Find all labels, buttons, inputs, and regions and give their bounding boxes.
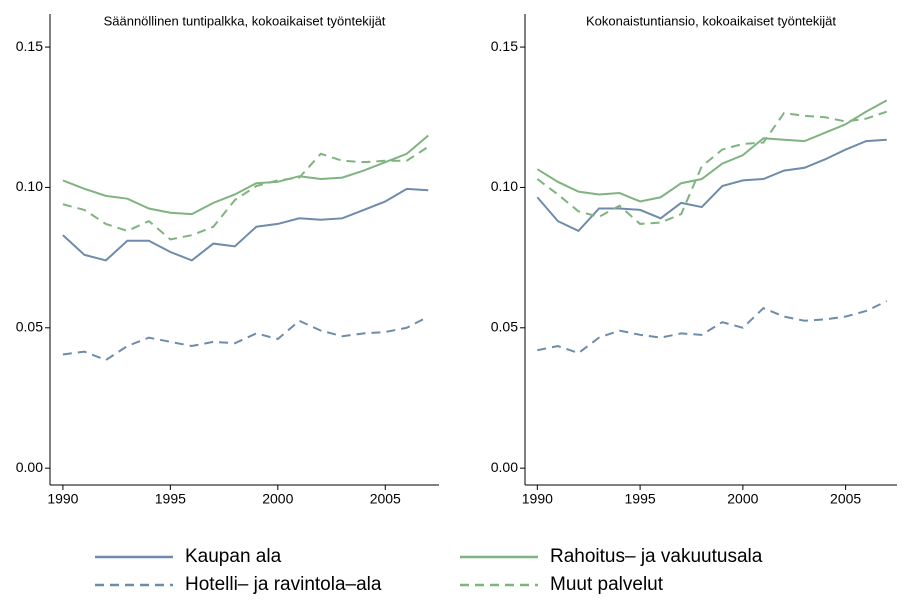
legend-label: Hotelli– ja ravintola–ala [185, 574, 382, 595]
series-line [62, 187, 429, 262]
series-line [62, 134, 429, 216]
y-tick-label: 0.05 [491, 318, 518, 334]
x-tick-label: 2005 [830, 491, 861, 507]
x-tick-label: 2005 [370, 491, 401, 507]
series-line [536, 110, 888, 225]
chart-title: Kokonaistuntiansio, kokoaikaiset työntek… [586, 13, 836, 28]
y-tick-label: 0.00 [16, 459, 43, 475]
x-tick-label: 1995 [155, 491, 186, 507]
series-line [536, 138, 887, 233]
y-tick-label: 0.10 [491, 178, 518, 194]
y-tick-label: 0.05 [16, 318, 43, 334]
y-tick-label: 0.15 [16, 38, 43, 54]
series-line [62, 145, 429, 241]
x-tick-label: 1990 [522, 491, 553, 507]
series-line [537, 300, 888, 355]
y-tick-label: 0.15 [491, 38, 518, 54]
chart-title: Säännöllinen tuntipalkka, kokoaikaiset t… [104, 13, 386, 28]
series-line [536, 99, 888, 203]
x-tick-label: 2000 [727, 491, 758, 507]
y-tick-label: 0.10 [16, 178, 43, 194]
x-tick-label: 2000 [262, 491, 293, 507]
x-tick-label: 1995 [625, 491, 656, 507]
legend-label: Rahoitus– ja vakuutusala [550, 546, 763, 567]
legend-label: Kaupan ala [185, 546, 282, 567]
series-line [62, 315, 429, 362]
legend-label: Muut palvelut [550, 574, 664, 595]
x-tick-label: 1990 [47, 491, 78, 507]
y-tick-label: 0.00 [491, 459, 518, 475]
